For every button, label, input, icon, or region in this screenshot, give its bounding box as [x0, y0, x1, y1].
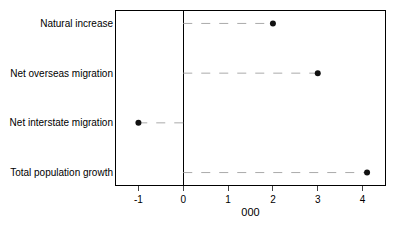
- svg-text:-1: -1: [134, 194, 143, 205]
- svg-text:Natural increase: Natural increase: [40, 18, 113, 29]
- svg-text:4: 4: [360, 194, 366, 205]
- svg-text:3: 3: [315, 194, 321, 205]
- svg-text:1: 1: [225, 194, 231, 205]
- svg-text:000: 000: [241, 206, 259, 218]
- svg-text:Net overseas migration: Net overseas migration: [10, 68, 113, 79]
- svg-text:2: 2: [270, 194, 276, 205]
- svg-text:Total population growth: Total population growth: [10, 167, 113, 178]
- svg-text:Net interstate migration: Net interstate migration: [10, 117, 113, 128]
- svg-text:0: 0: [180, 194, 186, 205]
